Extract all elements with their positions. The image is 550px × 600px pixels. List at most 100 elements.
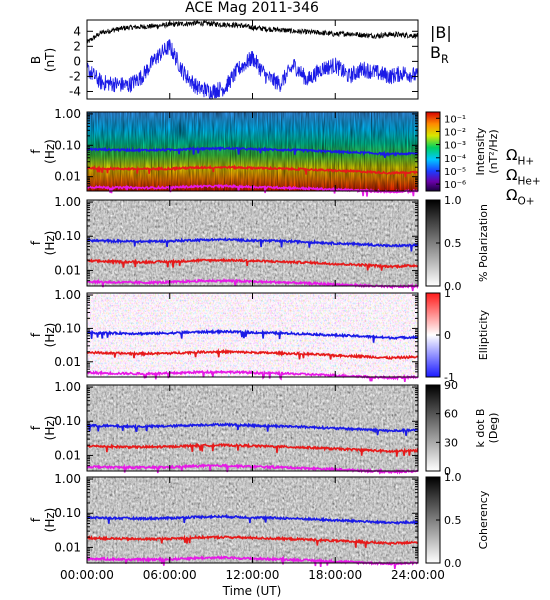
y-axis-unit: (nT)	[43, 48, 57, 72]
x-tick-label: 24:00:00	[391, 568, 445, 582]
colorbar-tick-label: 0.5	[444, 514, 462, 527]
x-axis-label: Time (UT)	[222, 584, 282, 598]
y-axis-unit: (Hz)	[43, 231, 57, 256]
panel-frame	[86, 19, 419, 100]
legend-b-radial: BR	[430, 43, 449, 66]
colorbar-tick-label: 1.0	[444, 194, 462, 207]
ellipticity-spectrogram-panel: 1.00 0.10 0.01 f (Hz) 1 0 -1 Ellipticity	[29, 287, 490, 384]
magnetic-field-panel	[86, 19, 419, 100]
intensity-spectrogram-panel: 1.00 0.10 0.01 f (Hz) 10⁻¹ 10⁻² 10⁻³ 10⁻⁴ 10⁻⁵ 10⁻…	[29, 107, 500, 197]
colorbar-tick-label: 0	[444, 329, 451, 342]
legend-cyclotron-2-sub: O+	[517, 196, 534, 208]
y-tick-label: 0.01	[54, 263, 81, 277]
y-tick-label: 0.10	[54, 138, 81, 152]
y-tick-label: 0.01	[54, 170, 81, 184]
y-tick-label: 0.10	[54, 414, 81, 428]
helium-cyclotron-line	[86, 534, 419, 548]
colorbar	[425, 111, 441, 192]
coherency-spectrogram-panel: 1.00 0.10 0.01 f (Hz) 1.0 0.5 0.0 Coherency 00:00…	[29, 471, 490, 598]
colorbar-tick-label: 0	[444, 465, 451, 478]
y-axis-unit: (Hz)	[43, 416, 57, 441]
colorbar-tick-label: 10⁻⁴	[444, 154, 466, 165]
colorbar-tick-label: 0.0	[444, 557, 462, 570]
y-axis-label: f	[29, 425, 43, 430]
y-tick-label: 0	[73, 54, 81, 68]
colorbar-unit: (Deg)	[487, 413, 500, 444]
colorbar-tick-label: 10⁻³	[444, 141, 466, 152]
k-dot-b-spectrogram-panel: 1.00 0.10 0.01 f (Hz) 90 60 30 0 k dot B (Deg)	[29, 379, 500, 478]
legend-b-radial-sub: R	[441, 53, 449, 66]
y-tick-label: 2	[73, 39, 81, 53]
x-tick-label: 12:00:00	[226, 568, 280, 582]
y-tick-label: -4	[69, 84, 81, 98]
helium-cyclotron-line	[86, 164, 418, 178]
colorbar-tick-label: -1	[444, 371, 455, 384]
colorbar-tick-label: 1.0	[444, 471, 462, 484]
legend-cyclotron-1-sub: He+	[517, 176, 540, 188]
spectrogram-image	[87, 293, 418, 377]
spectrogram-image	[87, 477, 418, 563]
y-tick-label: -2	[69, 69, 81, 83]
helium-cyclotron-line	[86, 347, 419, 360]
colorbar-tick-label: 10⁻¹	[444, 114, 466, 125]
colorbar-tick-label: 90	[444, 379, 458, 392]
colorbar-label: Intensity	[474, 127, 487, 175]
y-tick-label: 4	[73, 24, 81, 38]
proton-cyclotron-line	[86, 145, 419, 159]
y-tick-label: 1.00	[54, 472, 81, 486]
y-axis-unit: (Hz)	[43, 508, 57, 533]
y-tick-label: 0.01	[54, 355, 81, 369]
y-tick-label: 1.00	[54, 195, 81, 209]
y-axis-label: f	[29, 332, 43, 337]
proton-cyclotron-line	[86, 513, 419, 526]
colorbar-tick-label: 10⁻⁵	[444, 167, 466, 178]
legend-cyclotron-2: ΩO+	[506, 186, 535, 208]
colorbar-label: k dot B	[474, 409, 487, 448]
y-tick-label: 1.00	[54, 380, 81, 394]
colorbar-tick-label: 0.0	[444, 280, 462, 293]
proton-cyclotron-line	[86, 328, 419, 343]
legend-cyclotron-0: ΩH+	[506, 146, 534, 168]
legend-cyclotron-0-sub: H+	[517, 156, 534, 168]
y-axis-label: f	[29, 240, 43, 245]
x-tick-label: 00:00:00	[60, 568, 114, 582]
y-tick-label: 0.10	[54, 321, 81, 335]
colorbar-label: Ellipticity	[477, 309, 490, 360]
proton-cyclotron-line	[86, 422, 419, 436]
colorbar-label: % Polarization	[477, 204, 490, 282]
x-tick-label: 18:00:00	[308, 568, 362, 582]
y-tick-label: 0.10	[54, 506, 81, 520]
colorbar-tick-label: 0.5	[444, 237, 462, 250]
helium-cyclotron-line	[87, 257, 419, 271]
y-tick-label: 0.01	[54, 448, 81, 462]
legend-cyclotron-0-main: Ω	[506, 146, 517, 164]
y-axis-unit: (Hz)	[43, 139, 57, 164]
y-tick-label: 0.10	[54, 229, 81, 243]
colorbar	[425, 384, 441, 472]
legend-cyclotron-2-main: Ω	[506, 186, 517, 204]
chart-title: ACE Mag 2011-346	[185, 0, 319, 16]
series-line-b-radial	[86, 38, 419, 100]
y-tick-label: 0.01	[54, 540, 81, 554]
proton-cyclotron-line	[86, 237, 419, 252]
y-axis-label: f	[29, 149, 43, 154]
y-tick-label: 1.00	[54, 107, 81, 121]
polarization-spectrogram-panel: 1.00 0.10 0.01 f (Hz) 1.0 0.5 0.0 % Polarization	[29, 194, 490, 293]
colorbar-tick-label: 10⁻⁶	[444, 180, 466, 191]
colorbar-tick-label: 60	[444, 408, 458, 421]
colorbar-unit: (nT²/Hz)	[487, 129, 500, 173]
legend-b-total: |B|	[430, 23, 452, 42]
legend-cyclotron-1: ΩHe+	[506, 166, 541, 188]
y-axis-label: B	[29, 56, 43, 64]
helium-cyclotron-line	[86, 441, 419, 457]
colorbar-tick-label: 10⁻²	[444, 127, 466, 138]
series-line-b-total	[86, 19, 419, 44]
colorbar-label: Coherency	[477, 490, 490, 549]
colorbar-tick-label: 1	[444, 287, 451, 300]
legend-cyclotron-1-main: Ω	[506, 166, 517, 184]
y-axis-unit: (Hz)	[43, 323, 57, 348]
y-axis-label: f	[29, 517, 43, 522]
colorbar-tick-label: 30	[444, 436, 458, 449]
legend-b-radial-main: B	[430, 43, 441, 62]
